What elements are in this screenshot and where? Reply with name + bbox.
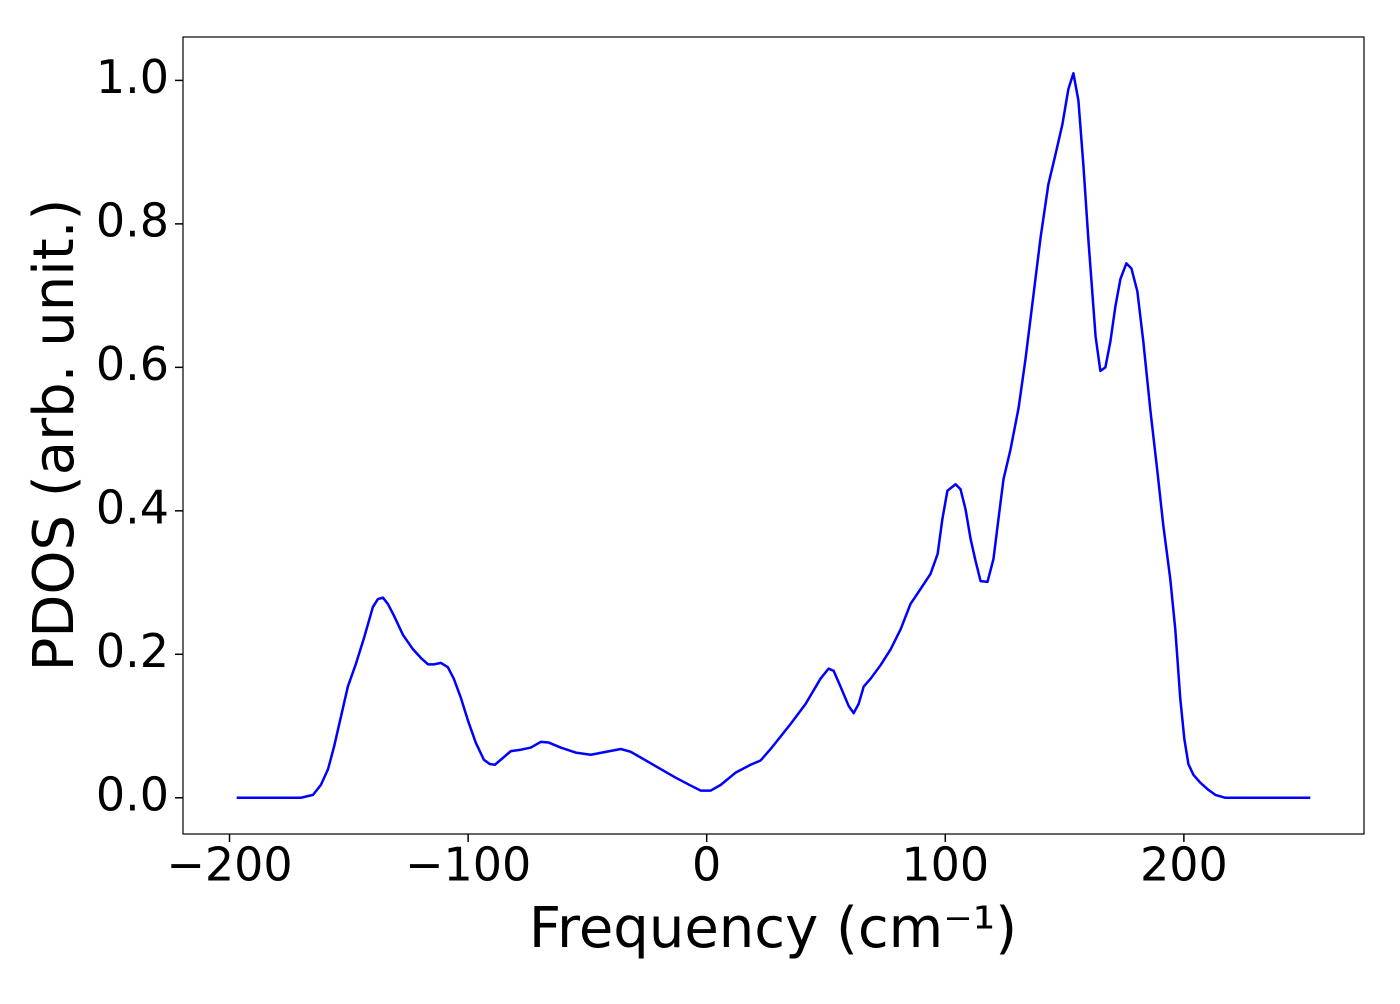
y-tick-label: 0.2 (96, 624, 169, 678)
y-tick-label: 0.0 (96, 767, 169, 821)
x-tick-label: 200 (1140, 838, 1228, 892)
x-tick-label: 0 (692, 838, 721, 892)
y-tick-label: 0.8 (96, 193, 169, 247)
x-tick-label: 100 (901, 838, 989, 892)
y-tick-label: 0.4 (96, 480, 169, 534)
y-tick-label: 1.0 (96, 50, 169, 104)
data-line (236, 71, 1311, 800)
y-axis-label: PDOS (arb. unit.) (22, 199, 87, 672)
y-tick-label: 0.6 (96, 337, 169, 391)
x-tick-label: −100 (405, 838, 531, 892)
x-tick-label: −200 (166, 838, 292, 892)
x-axis-label: Frequency (cm⁻¹) (529, 896, 1017, 961)
plot-frame (182, 36, 1365, 835)
